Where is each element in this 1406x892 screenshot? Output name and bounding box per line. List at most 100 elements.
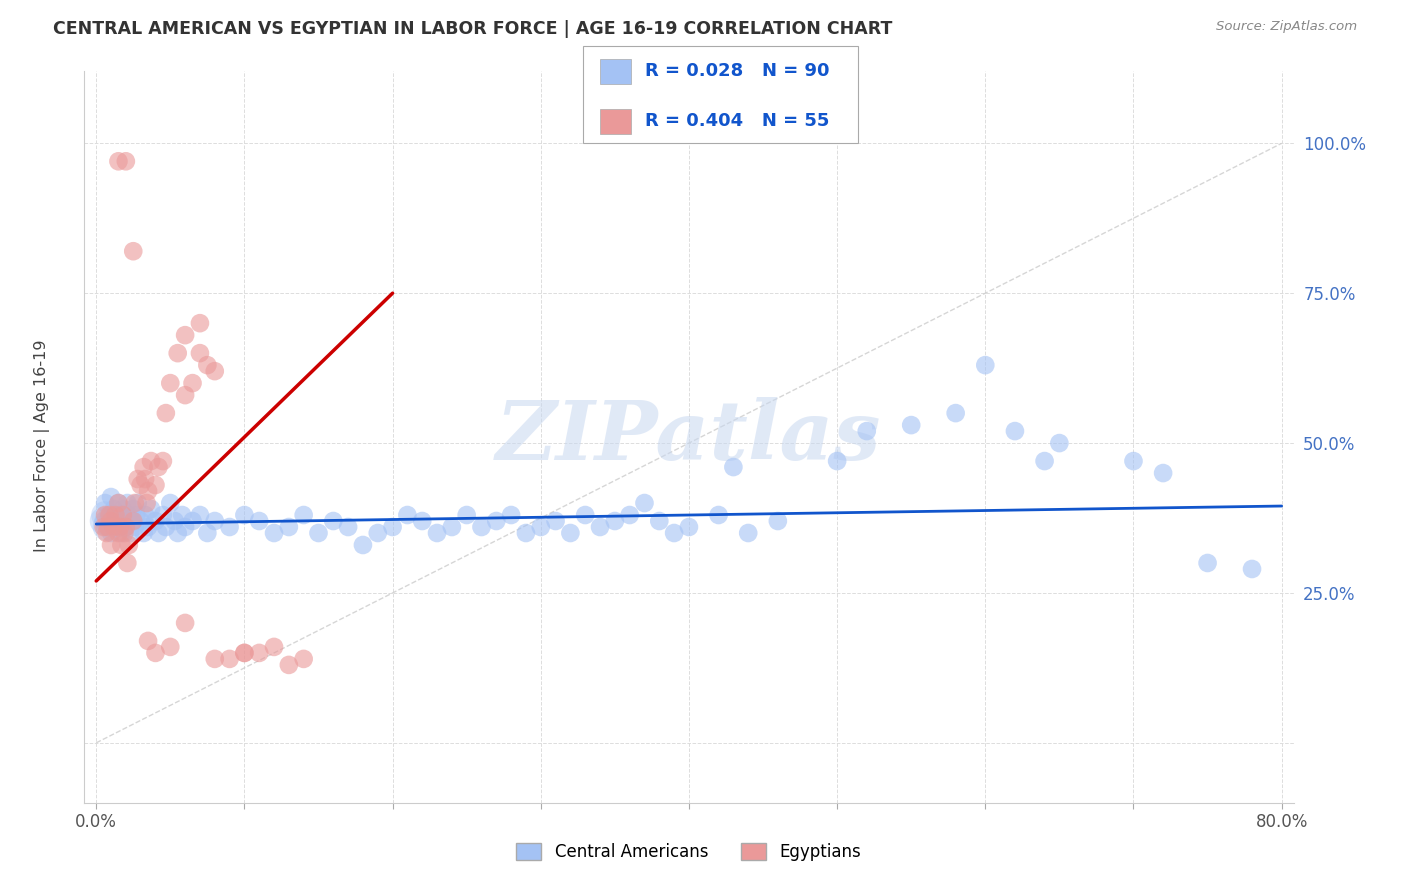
- Point: [218, 652, 240, 666]
- Point: [152, 454, 174, 468]
- Point: [974, 358, 997, 372]
- Point: [544, 514, 567, 528]
- Point: [277, 657, 299, 672]
- Point: [263, 640, 285, 654]
- Point: [111, 508, 134, 522]
- Point: [134, 472, 156, 486]
- Legend: Central Americans, Egyptians: Central Americans, Egyptians: [509, 836, 869, 868]
- Point: [100, 526, 122, 541]
- Point: [204, 514, 226, 528]
- Point: [1033, 454, 1056, 468]
- Point: [619, 508, 641, 522]
- Point: [129, 478, 152, 492]
- Point: [723, 460, 745, 475]
- Point: [204, 652, 226, 666]
- Point: [117, 496, 139, 510]
- Text: R = 0.028   N = 90: R = 0.028 N = 90: [645, 62, 830, 80]
- Point: [352, 538, 374, 552]
- Point: [101, 508, 124, 522]
- Point: [247, 514, 270, 528]
- Point: [174, 520, 197, 534]
- Point: [111, 502, 134, 516]
- Point: [94, 508, 117, 522]
- Point: [120, 526, 142, 541]
- Point: [1004, 424, 1026, 438]
- Point: [100, 514, 122, 528]
- Point: [737, 526, 759, 541]
- Point: [159, 496, 181, 510]
- Point: [145, 514, 167, 528]
- Point: [155, 520, 177, 534]
- Point: [1122, 454, 1144, 468]
- Point: [855, 424, 877, 438]
- Point: [574, 508, 596, 522]
- Point: [174, 615, 197, 630]
- Point: [204, 364, 226, 378]
- Point: [110, 538, 132, 552]
- Point: [110, 526, 132, 541]
- Point: [470, 520, 492, 534]
- Point: [107, 520, 129, 534]
- Point: [124, 496, 146, 510]
- Point: [100, 538, 122, 552]
- Point: [367, 526, 389, 541]
- Point: [107, 154, 129, 169]
- Point: [135, 496, 157, 510]
- Point: [100, 490, 122, 504]
- Point: [440, 520, 463, 534]
- Point: [139, 454, 162, 468]
- Point: [662, 526, 685, 541]
- Point: [107, 496, 129, 510]
- Point: [155, 406, 177, 420]
- Point: [945, 406, 967, 420]
- Point: [1240, 562, 1263, 576]
- Point: [93, 514, 115, 528]
- Point: [108, 508, 131, 522]
- Point: [132, 526, 155, 541]
- Text: R = 0.404   N = 55: R = 0.404 N = 55: [645, 112, 830, 130]
- Point: [396, 508, 419, 522]
- Point: [108, 520, 131, 534]
- Point: [263, 526, 285, 541]
- Point: [633, 496, 655, 510]
- Point: [97, 520, 120, 534]
- Point: [136, 483, 159, 498]
- Point: [292, 508, 315, 522]
- Point: [134, 508, 156, 522]
- Point: [136, 634, 159, 648]
- Point: [648, 514, 671, 528]
- Point: [166, 526, 188, 541]
- Point: [1152, 466, 1174, 480]
- Point: [233, 508, 256, 522]
- Point: [115, 520, 138, 534]
- Point: [148, 526, 170, 541]
- Point: [163, 514, 186, 528]
- Point: [96, 520, 118, 534]
- Point: [166, 346, 188, 360]
- Point: [104, 508, 127, 522]
- Point: [188, 346, 211, 360]
- Point: [145, 478, 167, 492]
- Point: [218, 520, 240, 534]
- Point: [159, 640, 181, 654]
- Point: [98, 508, 121, 522]
- Point: [103, 502, 125, 516]
- Point: [277, 520, 299, 534]
- Point: [707, 508, 730, 522]
- Point: [94, 508, 117, 522]
- Point: [766, 514, 789, 528]
- Point: [107, 496, 129, 510]
- Point: [233, 646, 256, 660]
- Point: [560, 526, 582, 541]
- Point: [515, 526, 537, 541]
- Point: [122, 502, 145, 516]
- Point: [122, 514, 145, 528]
- Point: [127, 472, 149, 486]
- Point: [127, 496, 149, 510]
- Point: [530, 520, 553, 534]
- Point: [145, 646, 167, 660]
- Point: [148, 460, 170, 475]
- Point: [115, 154, 138, 169]
- Point: [195, 526, 218, 541]
- Point: [1047, 436, 1070, 450]
